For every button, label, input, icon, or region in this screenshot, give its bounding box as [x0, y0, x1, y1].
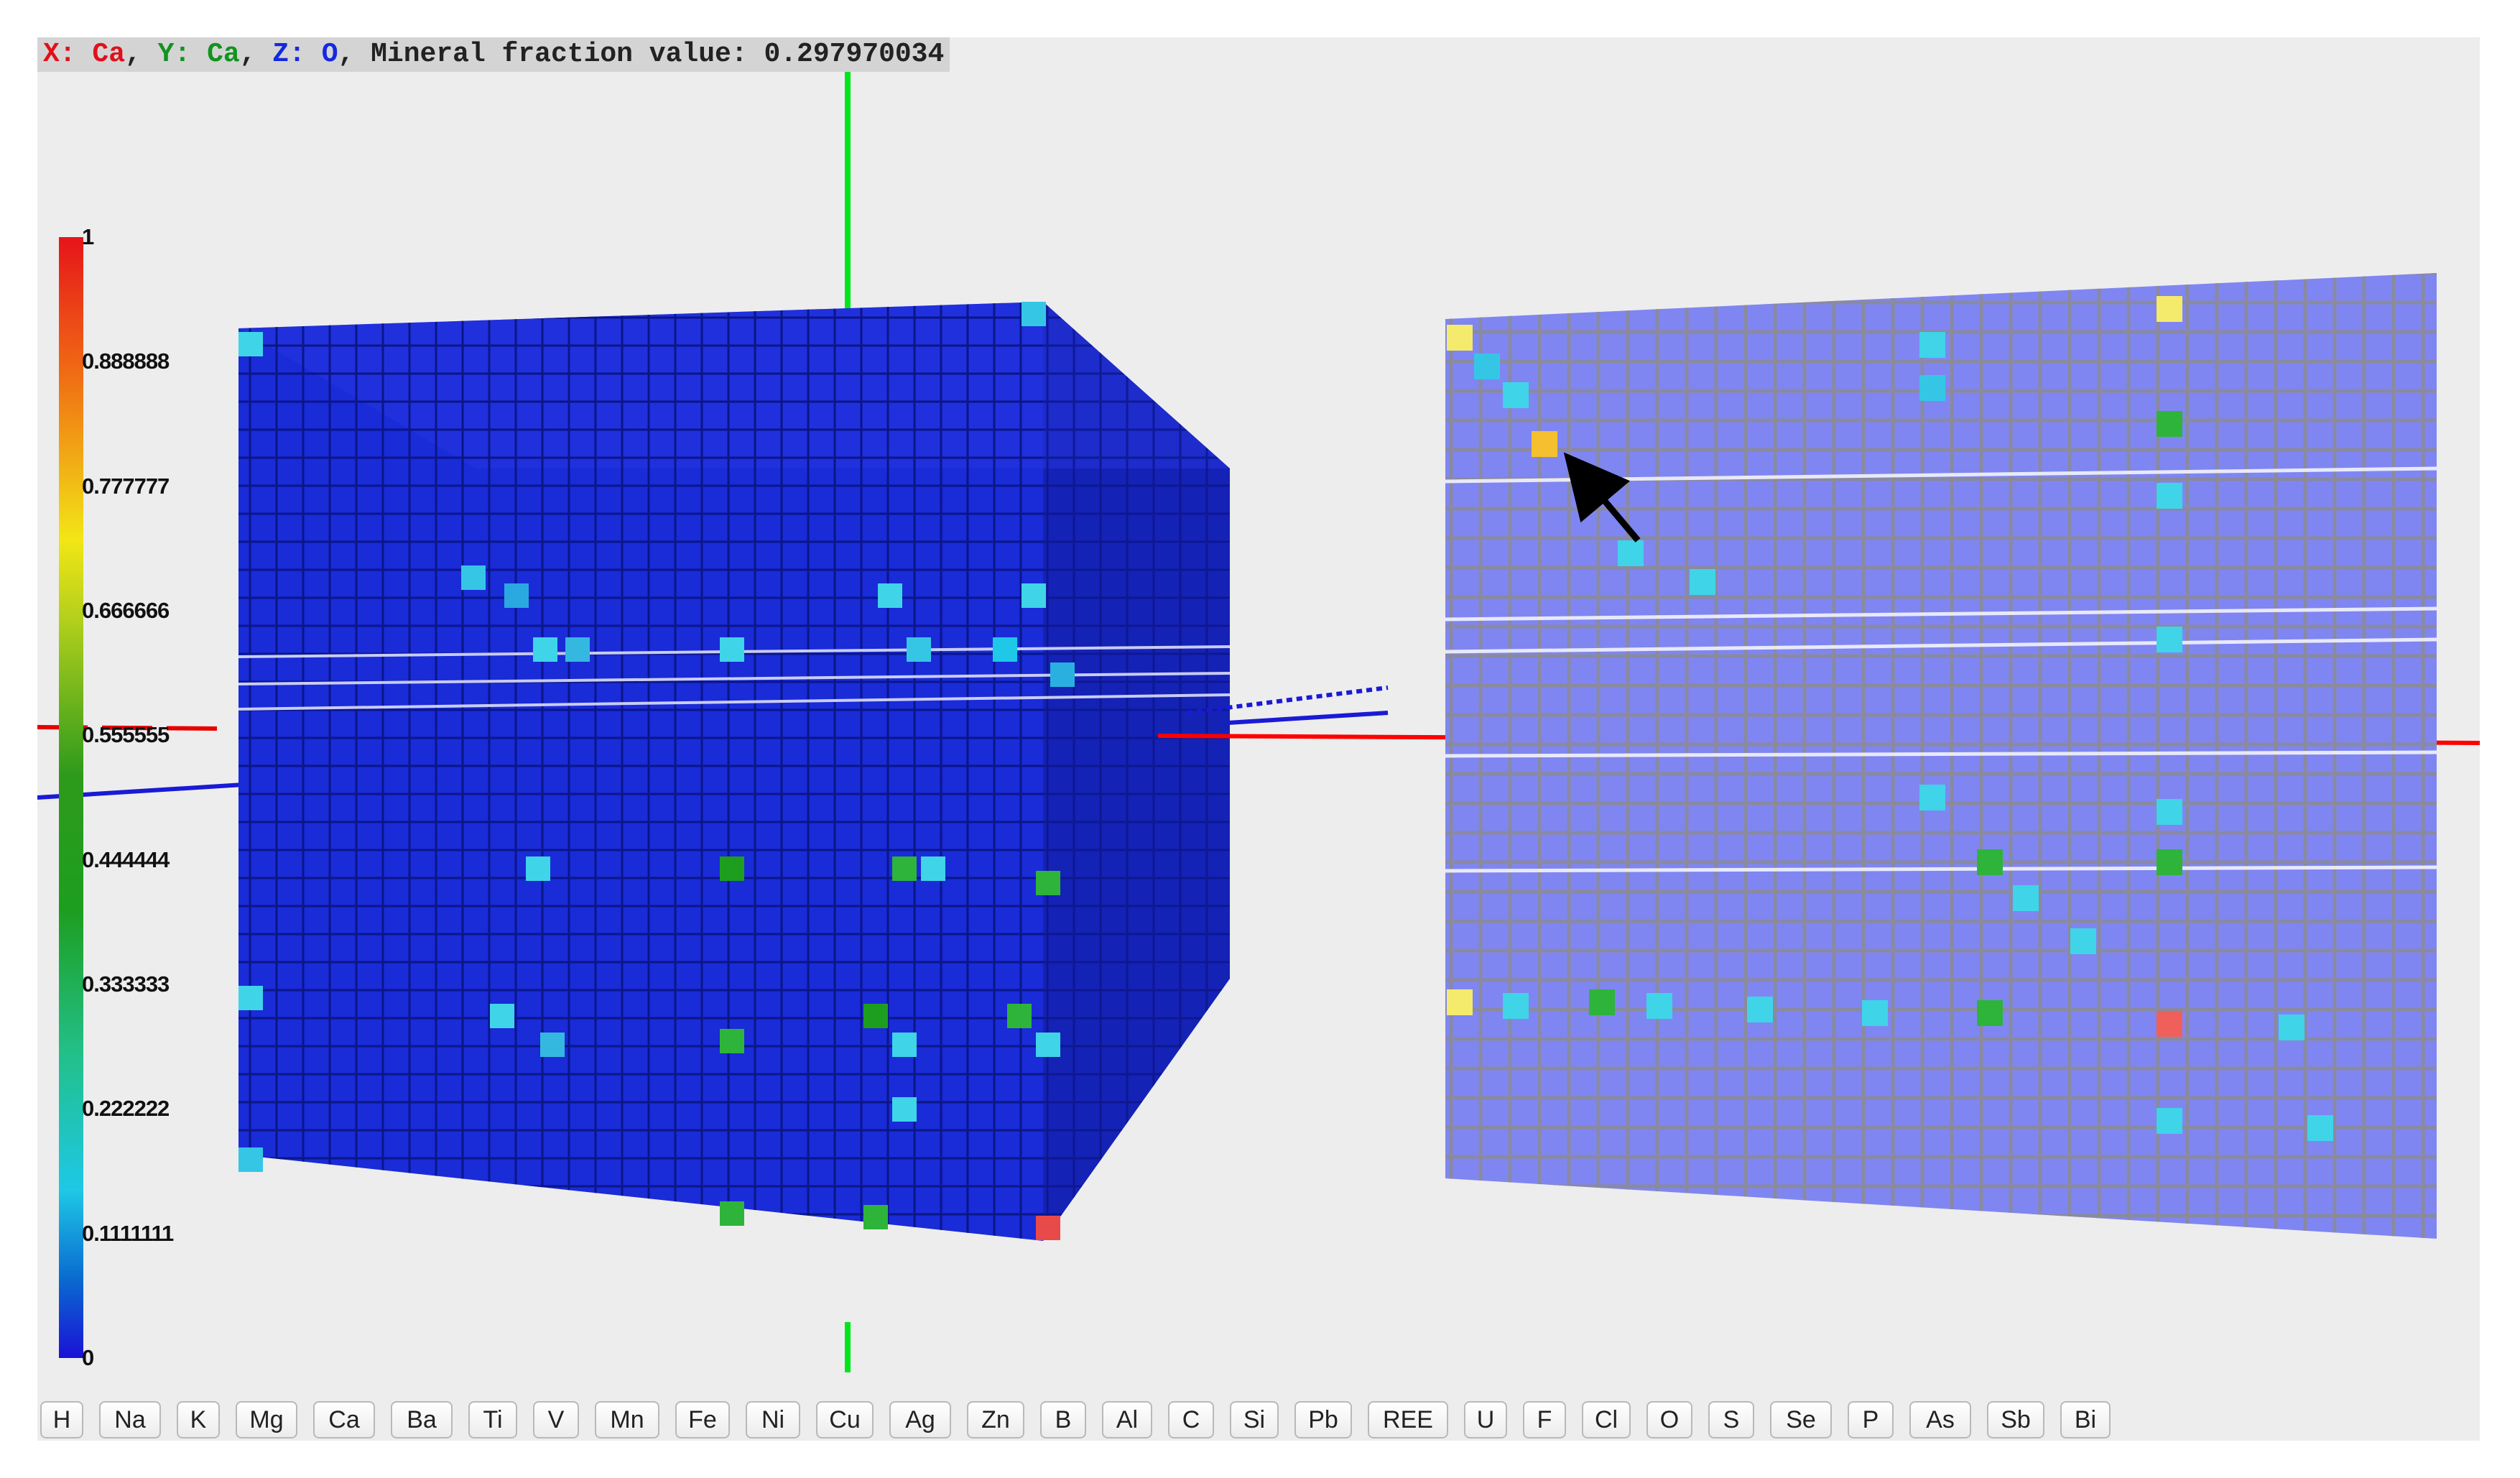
element-button-ni[interactable]: Ni: [746, 1401, 800, 1438]
element-button-b[interactable]: B: [1040, 1401, 1086, 1438]
element-button-cu[interactable]: Cu: [816, 1401, 874, 1438]
element-button-cl[interactable]: Cl: [1582, 1401, 1631, 1438]
viewer-window: X: Ca, Y: Ca, Z: O, Mineral fraction val…: [37, 37, 2480, 1441]
colorbar-tick-label: 0: [82, 1345, 94, 1370]
z-axis-dashes: [1186, 685, 1389, 715]
element-button-si[interactable]: Si: [1230, 1401, 1279, 1438]
colorbar-tick-label: 0.444444: [82, 846, 170, 872]
hover-info-bar: X: Ca, Y: Ca, Z: O, Mineral fraction val…: [37, 37, 950, 72]
element-button-ba[interactable]: Ba: [391, 1401, 453, 1438]
colorbar-tick-label: 1: [82, 224, 94, 249]
element-button-v[interactable]: V: [533, 1401, 579, 1438]
element-button-bi[interactable]: Bi: [2060, 1401, 2111, 1438]
element-button-f[interactable]: F: [1523, 1401, 1566, 1438]
scene-3d-viewport[interactable]: [37, 37, 2480, 1403]
element-button-k[interactable]: K: [177, 1401, 220, 1438]
colorbar-tick-label: 0.777777: [82, 473, 170, 499]
y-axis-label: Y:: [157, 39, 191, 70]
element-button-fe[interactable]: Fe: [675, 1401, 730, 1438]
colorbar-tick-label: 0.222222: [82, 1096, 170, 1122]
colorbar-tick-label: 0.888888: [82, 348, 170, 374]
element-button-ti[interactable]: Ti: [468, 1401, 517, 1438]
element-button-p[interactable]: P: [1848, 1401, 1894, 1438]
z-axis-label: Z:: [272, 39, 305, 70]
colorbar: [59, 237, 83, 1358]
element-button-u[interactable]: U: [1464, 1401, 1507, 1438]
element-button-s[interactable]: S: [1708, 1401, 1754, 1438]
element-button-pb[interactable]: Pb: [1294, 1401, 1352, 1438]
y-axis-element: Ca: [207, 39, 240, 70]
element-toolbar: H Na K Mg Ca Ba Ti V Mn Fe Ni Cu Ag Zn B Al C Si Pb REE U F Cl…: [40, 1401, 2477, 1441]
element-button-c[interactable]: C: [1168, 1401, 1214, 1438]
x-axis-element: Ca: [92, 39, 126, 70]
x-axis-label: X:: [43, 39, 76, 70]
element-button-o[interactable]: O: [1646, 1401, 1692, 1438]
slice-highlighted-cells: [1447, 296, 2333, 1141]
element-button-al[interactable]: Al: [1102, 1401, 1152, 1438]
colorbar-tick-label: 0.555555: [82, 722, 170, 748]
element-button-mn[interactable]: Mn: [595, 1401, 659, 1438]
element-button-na[interactable]: Na: [99, 1401, 161, 1438]
highlighted-voxels: [238, 302, 1075, 1240]
mineral-fraction-value: 0.297970034: [764, 39, 945, 70]
element-button-mg[interactable]: Mg: [236, 1401, 297, 1438]
colorbar-tick-label: 0.666666: [82, 598, 170, 623]
element-button-sb[interactable]: Sb: [1987, 1401, 2044, 1438]
element-button-ree[interactable]: REE: [1368, 1401, 1448, 1438]
slice-plane[interactable]: [1445, 273, 2437, 1239]
value-label: Mineral fraction value:: [371, 39, 748, 70]
z-axis-element: O: [321, 39, 338, 70]
element-button-ag[interactable]: Ag: [889, 1401, 951, 1438]
element-button-zn[interactable]: Zn: [967, 1401, 1024, 1438]
element-button-se[interactable]: Se: [1770, 1401, 1832, 1438]
element-button-as[interactable]: As: [1909, 1401, 1971, 1438]
element-button-ca[interactable]: Ca: [313, 1401, 375, 1438]
arrow-pointer-icon: [1563, 452, 1641, 542]
colorbar-tick-label: 0.333333: [82, 971, 170, 997]
colorbar-tick-label: 0.1111111: [82, 1220, 174, 1246]
voxel-cube[interactable]: [238, 302, 1231, 1241]
element-button-h[interactable]: H: [40, 1401, 83, 1438]
